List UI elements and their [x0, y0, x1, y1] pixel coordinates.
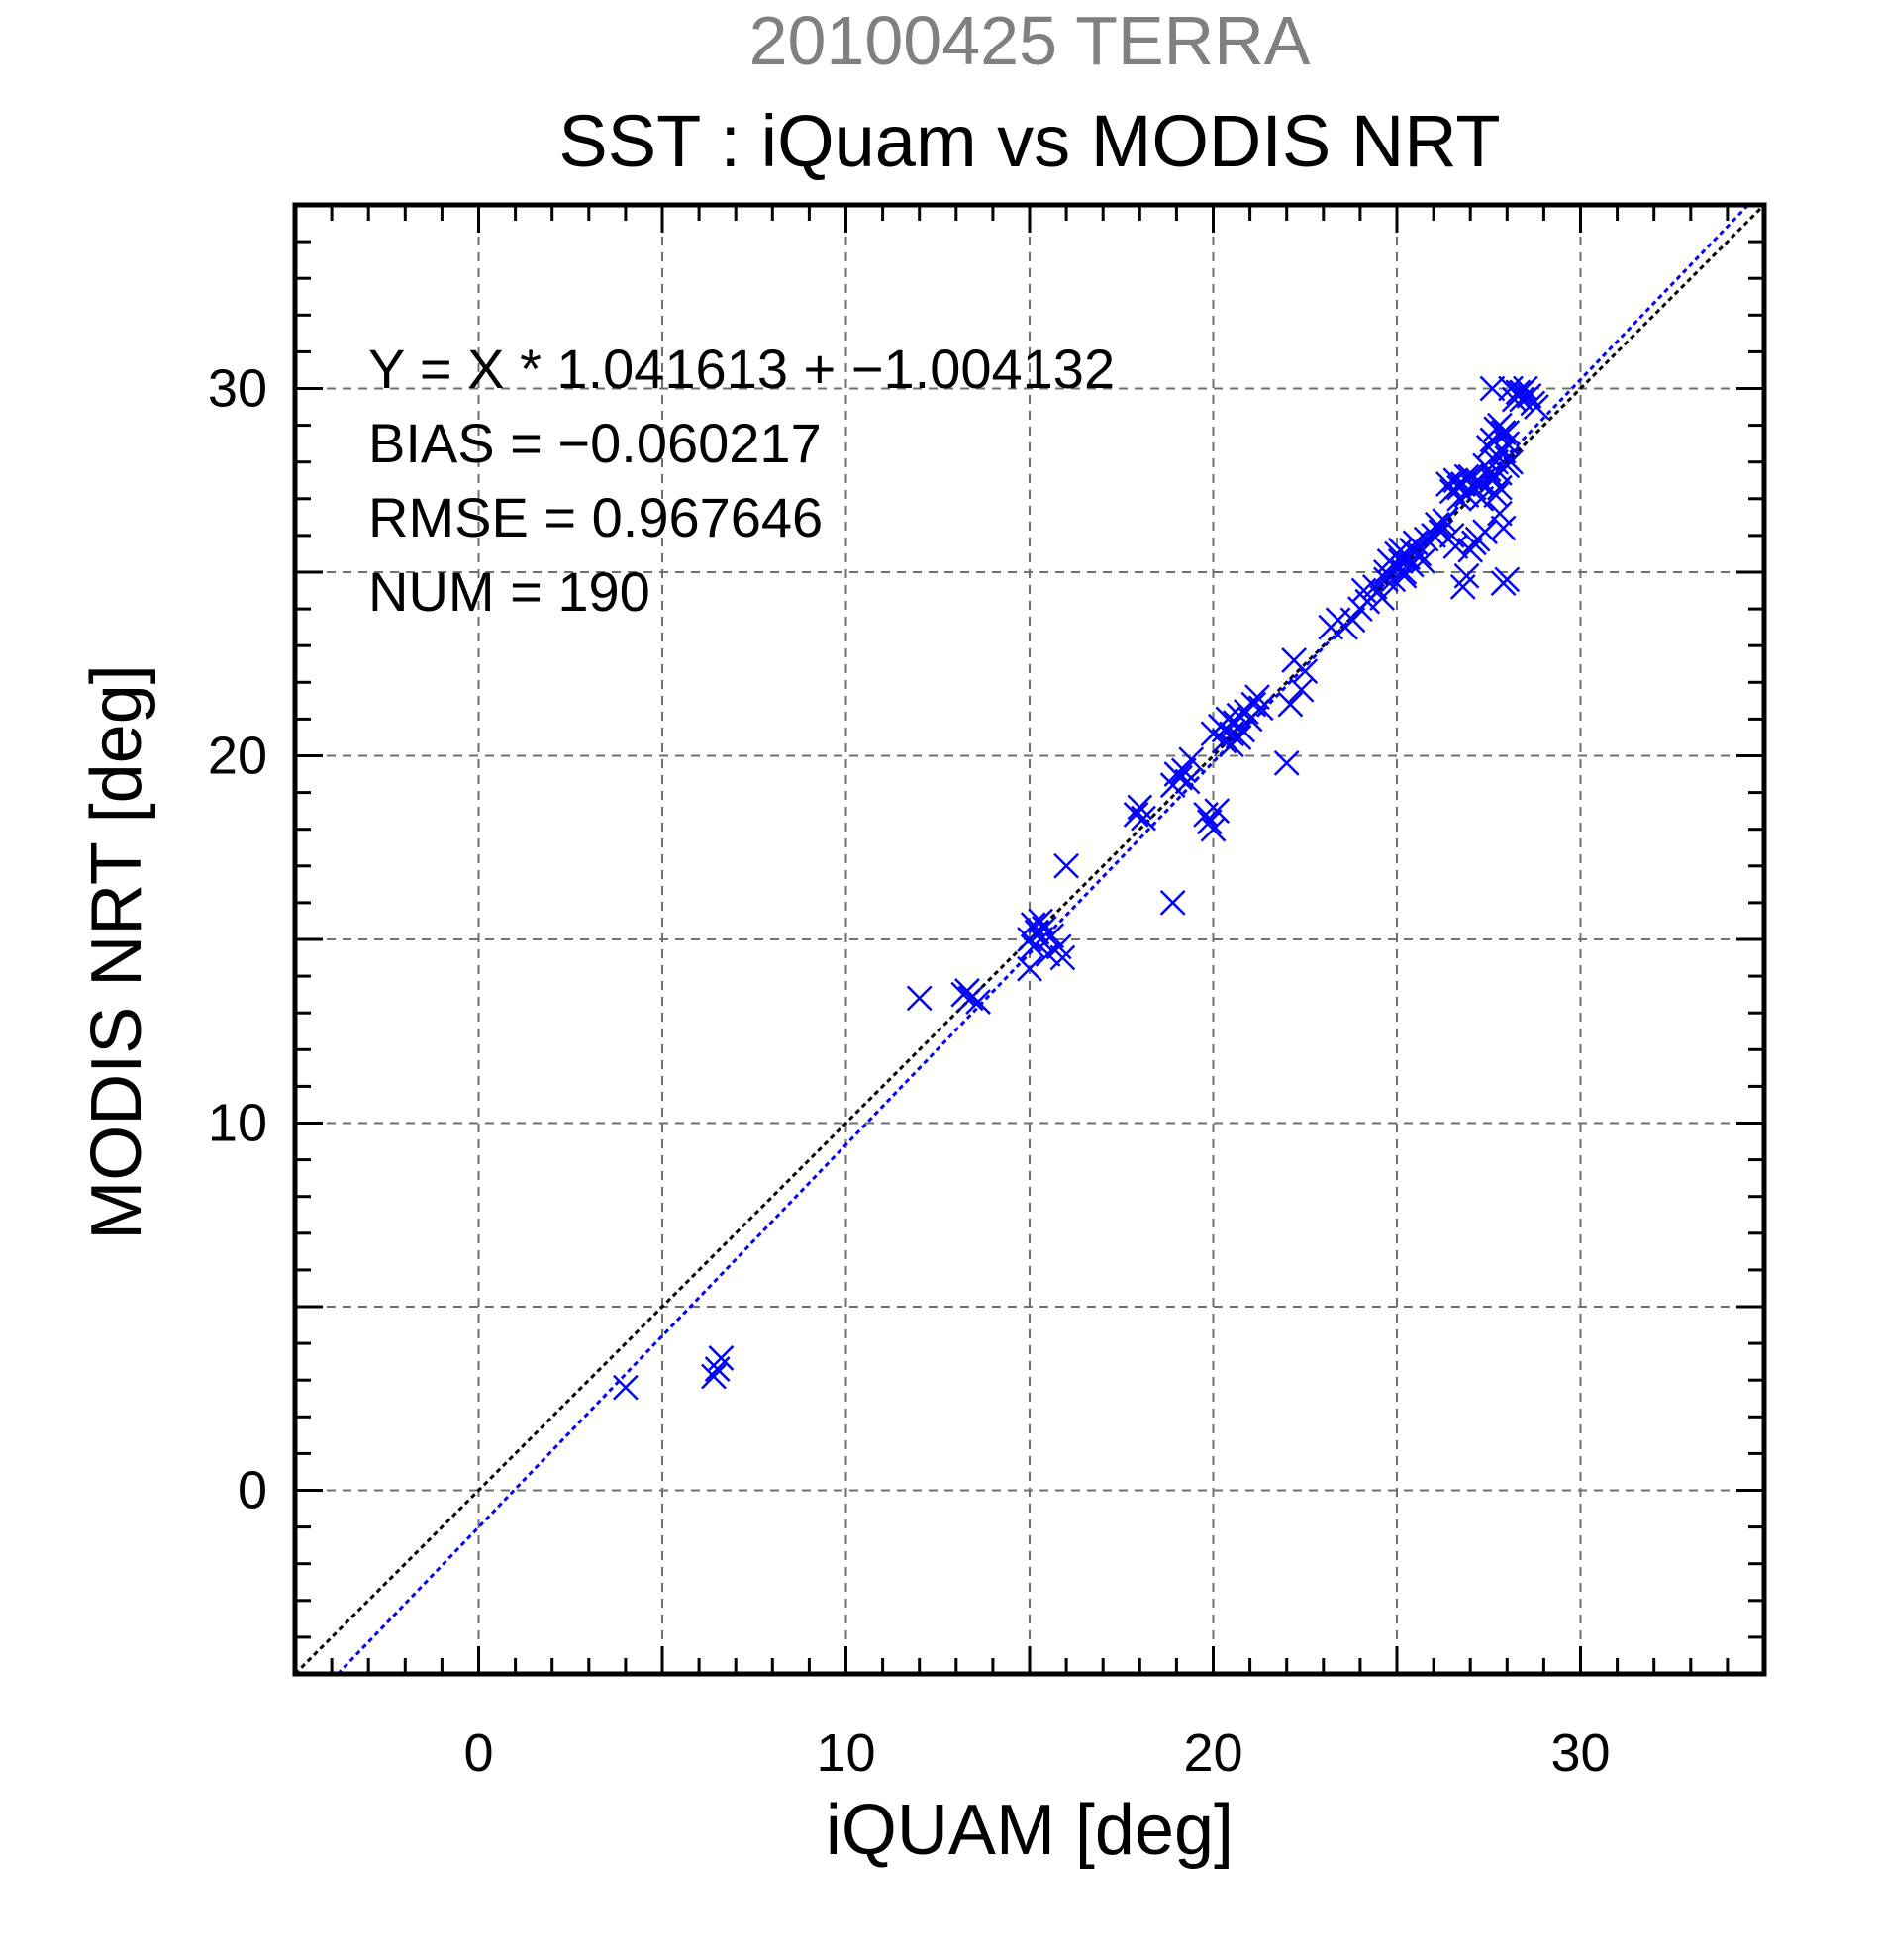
y-tick-label: 10: [208, 1094, 267, 1153]
data-point: [1424, 511, 1450, 538]
data-point: [1163, 761, 1190, 787]
data-point: [1483, 482, 1510, 508]
x-axis-label: iQUAM [deg]: [826, 1791, 1234, 1870]
data-point: [1461, 474, 1487, 501]
data-point: [1516, 383, 1542, 409]
plot-frame: [292, 202, 1767, 1677]
data-points: [613, 375, 1549, 1401]
x-tick-label: 30: [1550, 1723, 1610, 1783]
data-point: [957, 985, 984, 1012]
tick-labels: 0 10 20 30 0 10 20 30: [208, 359, 1611, 1784]
stats-bias: BIAS = −0.060217: [368, 412, 822, 474]
data-point: [613, 1374, 639, 1401]
data-point: [1204, 798, 1231, 825]
data-point: [1472, 519, 1498, 545]
data-point: [1387, 547, 1414, 574]
data-point: [1494, 420, 1521, 445]
data-point: [1174, 768, 1201, 795]
data-point: [1277, 691, 1304, 718]
data-point: [1432, 508, 1458, 534]
identity-line: [293, 203, 1766, 1676]
data-point: [701, 1363, 727, 1390]
data-point: [1457, 537, 1484, 563]
chart-title: SST : iQuam vs MODIS NRT: [558, 100, 1500, 182]
data-point: [1339, 607, 1366, 634]
y-tick-label: 20: [208, 727, 267, 786]
data-point: [1247, 695, 1274, 722]
x-tick-label: 0: [463, 1723, 493, 1783]
data-point: [954, 978, 980, 1004]
x-tick-label: 10: [816, 1723, 875, 1783]
data-point: [1486, 500, 1513, 527]
y-tick-label: 30: [208, 359, 267, 419]
data-point: [1017, 955, 1042, 982]
data-point: [1226, 725, 1252, 750]
data-point: [1123, 801, 1149, 828]
data-point: [1292, 658, 1319, 685]
data-point: [1240, 691, 1267, 718]
stats-equation: Y = X * 1.041613 + −1.004132: [368, 338, 1115, 400]
y-tick-label: 0: [238, 1461, 267, 1520]
data-point: [1479, 375, 1506, 402]
data-point: [1453, 562, 1480, 589]
data-point: [1479, 463, 1506, 490]
stats-rmse: RMSE = 0.967646: [368, 486, 823, 548]
data-point: [1211, 717, 1238, 743]
chart-date-title: 20100425 TERRA: [749, 2, 1311, 79]
x-tick-label: 20: [1183, 1723, 1242, 1783]
data-point: [1288, 676, 1315, 703]
data-point: [1361, 573, 1388, 600]
data-point: [1501, 386, 1528, 413]
data-point: [1372, 566, 1399, 593]
data-point: [1196, 809, 1223, 835]
data-point: [1436, 471, 1461, 497]
data-point: [1028, 927, 1054, 952]
data-point: [1049, 944, 1076, 971]
data-point: [1446, 485, 1472, 512]
data-point: [1406, 540, 1433, 567]
data-point: [1354, 588, 1381, 615]
data-point: [1159, 890, 1186, 916]
data-point: [1453, 463, 1480, 490]
data-point: [1490, 515, 1517, 541]
data-point: [1490, 570, 1517, 597]
data-point: [1053, 852, 1079, 879]
y-axis-label: MODIS NRT [deg]: [77, 664, 156, 1240]
data-point: [1028, 908, 1054, 934]
data-point: [906, 985, 933, 1012]
data-point: [1273, 750, 1300, 776]
data-point: [1494, 431, 1521, 457]
data-point: [1131, 805, 1156, 832]
data-point: [704, 1356, 731, 1382]
data-point: [1468, 471, 1495, 497]
minor-ticks: [295, 205, 1764, 1674]
stats-num: NUM = 190: [368, 560, 650, 623]
